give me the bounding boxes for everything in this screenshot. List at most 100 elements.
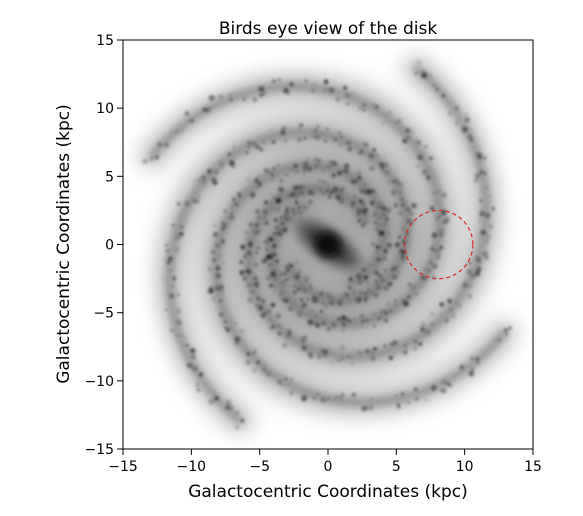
dust-clump	[308, 284, 312, 288]
y-axis-label: Galactocentric Coordinates (kpc)	[54, 104, 74, 384]
dust-clump	[487, 235, 491, 239]
marker-circle	[403, 209, 474, 280]
dust-clump	[397, 235, 402, 240]
galaxy-image	[129, 46, 527, 443]
dust-clump	[340, 297, 344, 301]
dust-clump	[408, 211, 414, 217]
dust-clump	[338, 395, 344, 401]
dust-clump	[178, 215, 181, 218]
dust-clump	[314, 188, 316, 190]
dust-clump	[407, 218, 410, 221]
dust-clump	[397, 119, 402, 123]
dust-clump	[351, 392, 356, 398]
dust-clump	[196, 200, 200, 203]
dust-clump	[219, 298, 223, 302]
dust-clump	[401, 125, 404, 128]
dust-clump	[411, 202, 417, 209]
dust-clump	[341, 392, 345, 396]
dust-clump	[223, 224, 228, 228]
dust-clump	[383, 249, 388, 254]
dust-clump	[468, 370, 475, 377]
dust-clump	[374, 250, 379, 255]
dust-clump	[254, 178, 259, 183]
dust-clump	[251, 229, 254, 232]
dust-clump	[329, 160, 333, 164]
dust-clump	[314, 157, 318, 161]
dust-clump	[392, 274, 398, 280]
dust-clump	[243, 254, 247, 259]
dust-clump	[409, 220, 414, 225]
dust-clump	[331, 173, 336, 178]
dust-clump	[268, 264, 271, 266]
dust-clump	[396, 403, 400, 407]
dust-clump	[244, 230, 249, 235]
dust-clump	[272, 272, 277, 278]
dust-clump	[327, 164, 332, 169]
dust-clump	[225, 399, 232, 406]
dust-clump	[190, 364, 193, 367]
dust-clump	[320, 131, 325, 136]
dust-clump	[345, 142, 349, 145]
dust-clump	[223, 262, 225, 265]
dust-clump	[385, 207, 392, 214]
dust-clump	[345, 295, 350, 300]
dust-clump	[230, 212, 234, 216]
dust-clump	[277, 229, 281, 233]
dust-clump	[324, 304, 328, 309]
dust-clump	[401, 187, 404, 190]
dust-clump	[394, 303, 398, 307]
dust-clump	[375, 265, 378, 268]
dust-clump	[373, 312, 376, 316]
dust-clump	[202, 107, 207, 112]
dust-clump	[476, 362, 480, 365]
dust-clump	[372, 254, 375, 257]
dust-clump	[198, 372, 203, 377]
dust-clump	[289, 193, 294, 198]
dust-clump	[303, 285, 306, 288]
dust-clump	[208, 398, 215, 405]
dust-clump	[347, 319, 352, 323]
dust-clump	[393, 267, 397, 271]
dust-clump	[295, 201, 299, 205]
dust-clump	[300, 283, 304, 287]
dust-clump	[283, 87, 289, 94]
dust-clump	[424, 329, 431, 335]
dust-clump	[361, 316, 364, 319]
y-tick-label: 0	[105, 238, 114, 254]
dust-clump	[361, 140, 364, 143]
y-tick-label: 10	[96, 101, 114, 117]
dust-clump	[318, 179, 321, 183]
y-tick-label: −10	[84, 374, 114, 390]
x-axis-label: Galactocentric Coordinates (kpc)	[188, 482, 468, 502]
dust-clump	[230, 205, 233, 208]
dust-clump	[284, 139, 288, 143]
dust-clump	[268, 283, 274, 288]
dust-clump	[289, 296, 292, 298]
dust-clump	[270, 201, 273, 204]
dust-clump	[197, 195, 201, 199]
dust-clump	[397, 181, 403, 188]
dust-clump	[431, 385, 437, 391]
dust-clump	[219, 287, 225, 293]
dust-clump	[449, 384, 453, 388]
dust-clump	[357, 105, 363, 111]
dust-clump	[302, 169, 307, 175]
dust-clump	[255, 304, 258, 307]
dust-clump	[369, 160, 371, 162]
dust-clump	[171, 223, 175, 227]
dust-clump	[370, 398, 373, 401]
dust-clump	[311, 134, 314, 137]
dust-clump	[281, 291, 284, 294]
dust-clump	[295, 194, 300, 199]
x-axis-ticks: −15 −10 −5 0 5 10 15	[108, 449, 542, 475]
dust-clump	[248, 222, 254, 227]
dust-clump	[370, 200, 375, 205]
dust-clump	[284, 209, 290, 215]
dust-clump	[363, 208, 368, 213]
dust-clump	[263, 363, 266, 367]
dust-clump	[310, 88, 316, 93]
dust-clump	[317, 352, 322, 358]
dust-clump	[169, 269, 171, 272]
dust-clump	[175, 234, 181, 240]
dust-clump	[375, 153, 379, 157]
